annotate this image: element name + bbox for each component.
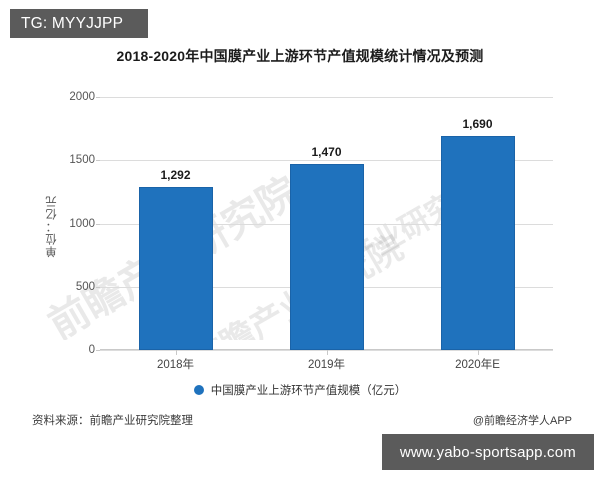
bar[interactable] — [440, 136, 515, 350]
x-axis-tick-mark — [326, 350, 328, 355]
bar-series: 1,292 2018年 1,470 2019年 1,690 2020年E — [100, 97, 553, 371]
y-axis-tick-label: 2000 — [69, 91, 95, 103]
x-axis-tick-mark — [175, 350, 177, 355]
gridline — [100, 160, 553, 162]
footer-app-text: @前瞻经济学人APP — [472, 415, 572, 427]
site-url-banner: www.yabo-sportsapp.com — [381, 434, 594, 470]
chart-card: 2018-2020年中国膜产业上游环节产值规模统计情况及预测 前瞻产业研究院 前… — [0, 48, 600, 428]
legend-marker-icon — [193, 385, 204, 395]
y-axis-tick-label: 500 — [75, 280, 95, 293]
plot-area: 0 500 1000 1500 2000 1,292 2018年 1,470 2019年 1,6… — [69, 91, 553, 371]
y-axis-tick-mark — [96, 97, 100, 98]
y-axis-tick-label: 1500 — [69, 154, 95, 167]
y-axis-title: 单位：亿元 — [46, 195, 58, 258]
y-axis-tick-mark — [96, 223, 100, 225]
bar-group[interactable]: 1,292 2018年 — [100, 97, 251, 371]
bar[interactable] — [289, 164, 364, 350]
x-axis-tick-label: 2019年 — [307, 359, 346, 371]
y-axis-tick-label: 1000 — [69, 217, 95, 230]
y-axis-tick-mark — [96, 160, 100, 162]
bar-value-label: 1,690 — [462, 117, 493, 132]
x-axis-tick-label: 2020年E — [455, 359, 500, 371]
chart-legend: 中国膜产业上游环节产值规模（亿元） — [0, 382, 600, 398]
tg-badge: TG: MYYJJPP — [10, 9, 148, 38]
footer-source-text: 资料来源：前瞻产业研究院整理 — [32, 415, 193, 427]
y-axis-tick-label: 0 — [88, 344, 95, 356]
y-axis-tick-mark — [96, 350, 100, 351]
chart-footer: 资料来源：前瞻产业研究院整理 @前瞻经济学人APP — [32, 412, 572, 428]
y-axis-tick-mark — [96, 286, 100, 288]
bar-group[interactable]: 1,470 2019年 — [251, 97, 402, 371]
gridline — [100, 97, 553, 98]
site-url-label: www.yabo-sportsapp.com — [399, 443, 576, 461]
bar-value-label: 1,292 — [160, 167, 191, 182]
tg-badge-label: TG: MYYJJPP — [21, 14, 124, 32]
bar-value-label: 1,470 — [311, 145, 342, 160]
bar-group[interactable]: 1,690 2020年E — [402, 97, 553, 371]
chart-title: 2018-2020年中国膜产业上游环节产值规模统计情况及预测 — [116, 48, 484, 64]
bar[interactable] — [138, 186, 213, 350]
x-axis-tick-label: 2018年 — [156, 359, 195, 371]
legend-item-label: 中国膜产业上游环节产值规模（亿元） — [210, 385, 407, 397]
x-axis-tick-mark — [477, 350, 479, 355]
